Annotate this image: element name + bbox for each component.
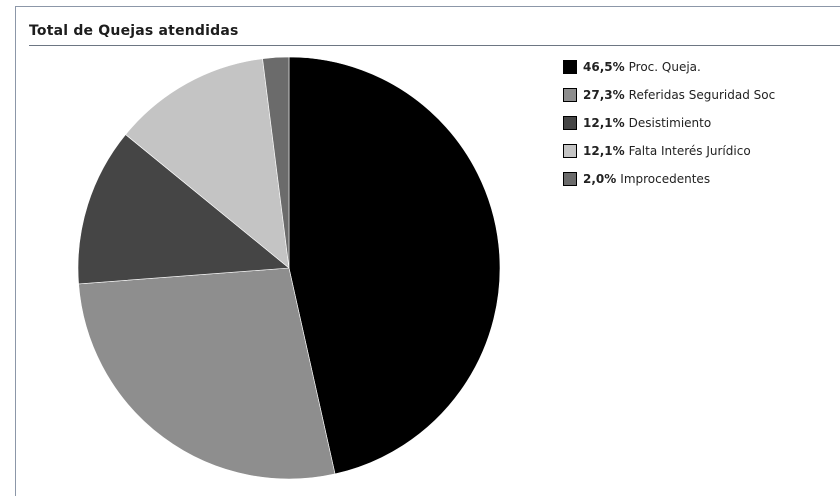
legend-item-desistimiento: 12,1% Desistimiento: [563, 115, 775, 131]
legend-label: Referidas Seguridad Soc: [628, 88, 776, 102]
legend-label: Falta Interés Jurídico: [628, 144, 751, 158]
legend-item-proc-queja: 46,5% Proc. Queja.: [563, 59, 775, 75]
legend-item-improcedentes: 2,0% Improcedentes: [563, 171, 775, 187]
legend-label: Improcedentes: [620, 172, 711, 186]
legend-percent: 46,5%: [583, 60, 625, 74]
chart-panel: Total de Quejas atendidas 46,5% Proc. Qu…: [15, 6, 840, 496]
legend-item-referidas: 27,3% Referidas Seguridad Soc: [563, 87, 775, 103]
legend-percent: 12,1%: [583, 116, 625, 130]
legend-swatch: [563, 172, 577, 186]
chart-legend: 46,5% Proc. Queja. 27,3% Referidas Segur…: [563, 59, 775, 199]
legend-swatch: [563, 144, 577, 158]
legend-percent: 2,0%: [583, 172, 617, 186]
legend-label: Proc. Queja.: [628, 60, 701, 74]
pie-slice-desistimiento: [77, 134, 290, 285]
legend-item-falta-interes: 12,1% Falta Interés Jurídico: [563, 143, 775, 159]
chart-title: Total de Quejas atendidas: [29, 23, 239, 39]
legend-swatch: [563, 116, 577, 130]
legend-swatch: [563, 60, 577, 74]
pie-chart: [77, 56, 501, 480]
legend-percent: 27,3%: [583, 88, 625, 102]
pie-slice-improcedentes: [262, 56, 290, 269]
legend-label: Desistimiento: [628, 116, 712, 130]
pie-slice-falta-interes: [125, 58, 290, 269]
pie-slice-referidas: [78, 267, 336, 480]
legend-percent: 12,1%: [583, 144, 625, 158]
pie-slices: [77, 56, 501, 480]
legend-swatch: [563, 88, 577, 102]
pie-slice-proc-queja: [288, 56, 501, 475]
title-divider: [29, 45, 840, 46]
